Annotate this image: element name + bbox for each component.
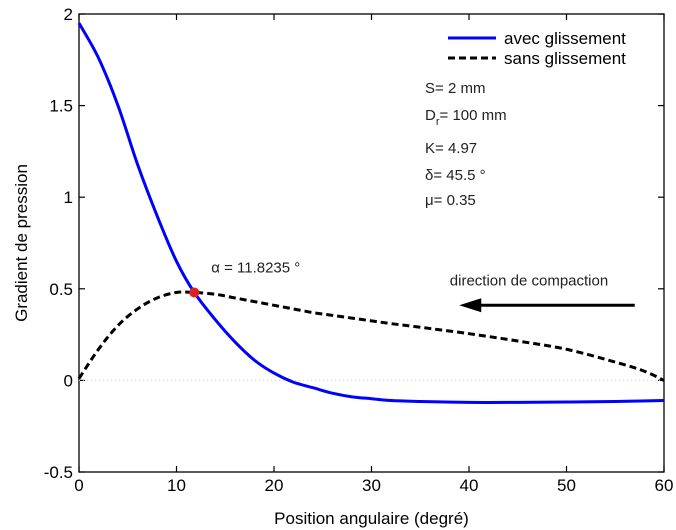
parameter-symbol: D xyxy=(425,107,436,124)
x-tick-label: 10 xyxy=(167,476,186,495)
compaction-label: direction de compaction xyxy=(450,272,608,289)
legend-label: sans glissement xyxy=(504,49,626,68)
y-axis-title: Gradient de pression xyxy=(12,164,31,322)
parameter-item: δ= 45.5 ° xyxy=(425,167,486,184)
series-group xyxy=(77,22,665,404)
parameter-value: = 2 mm xyxy=(435,80,485,97)
axes-group: 0 10 20 30 40 50 60-0.500.511.52 xyxy=(44,5,674,495)
y-tick-label: 1 xyxy=(64,188,73,207)
y-tick-label: -0.5 xyxy=(44,463,73,482)
parameter-symbol: δ xyxy=(425,167,433,184)
x-axis-title: Position angulaire (degré) xyxy=(274,509,469,528)
parameter-item: μ= 0.35 xyxy=(425,192,476,209)
parameter-item: Dr= 100 mm xyxy=(425,107,507,128)
parameter-symbol: K xyxy=(425,140,435,157)
y-tick-label: 2 xyxy=(64,5,73,24)
x-tick-label: 60 xyxy=(655,476,674,495)
x-tick-label: 20 xyxy=(265,476,284,495)
parameter-subscript: r xyxy=(436,116,440,128)
parameter-item: S= 2 mm xyxy=(425,80,485,97)
parameter-item: K= 4.97 xyxy=(425,140,477,157)
intersection-group: α = 11.8235 ° xyxy=(189,259,300,298)
x-tick-label: 0 xyxy=(74,476,83,495)
compaction-annotation: direction de compaction xyxy=(450,272,635,313)
x-tick-label: 50 xyxy=(557,476,576,495)
x-tick-label: 40 xyxy=(460,476,479,495)
y-tick-label: 1.5 xyxy=(49,97,73,116)
x-tick-label: 30 xyxy=(362,476,381,495)
series-line-sans-glissement xyxy=(77,290,665,382)
intersection-point xyxy=(189,287,200,298)
y-tick-label: 0.5 xyxy=(49,280,73,299)
legend-label: avec glissement xyxy=(504,29,626,48)
parameter-value: = 4.97 xyxy=(435,140,477,157)
parameter-value: = 0.35 xyxy=(434,192,476,209)
series-line-avec-glissement xyxy=(77,22,665,404)
compaction-arrow-head xyxy=(459,298,482,313)
parameter-value: = 100 mm xyxy=(440,107,507,124)
intersection-label: α = 11.8235 ° xyxy=(211,259,300,276)
parameter-value: = 45.5 ° xyxy=(433,167,485,184)
parameter-symbol: S xyxy=(425,80,435,97)
parameter-symbol: μ xyxy=(425,192,434,209)
y-tick-label: 0 xyxy=(64,371,73,390)
